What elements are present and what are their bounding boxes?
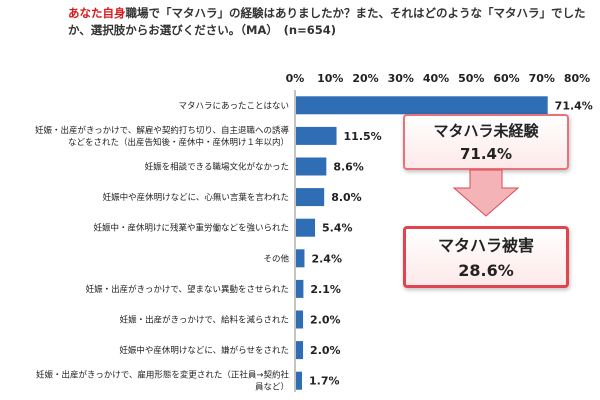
question-highlight: あなた自身 bbox=[68, 6, 126, 20]
bar bbox=[296, 279, 304, 298]
bar bbox=[296, 341, 304, 360]
x-tick-label: 40% bbox=[423, 72, 449, 85]
bar-value-label: 2.1% bbox=[310, 283, 341, 296]
bar bbox=[296, 310, 304, 329]
bar bbox=[296, 188, 325, 207]
bar-value-label: 8.0% bbox=[331, 191, 362, 204]
category-label: 妊娠・出産がきっかけで、雇用形態を変更された（正社員→契約社 bbox=[36, 370, 289, 381]
category-label: 妊娠中や産休明けなどに、嫌がらせをされた bbox=[119, 345, 289, 356]
category-label: 員など） bbox=[255, 382, 289, 393]
sample-size: (n=654) bbox=[283, 23, 336, 37]
category-label: 妊娠中・産休明けに残業や重労働などを強いられた bbox=[93, 223, 289, 234]
x-tick-label: 30% bbox=[388, 72, 414, 85]
x-tick-label: 70% bbox=[529, 72, 555, 85]
bar-value-label: 71.4% bbox=[555, 99, 593, 112]
category-label: などをされた（出産告知後・産休中・産休明け１年以内） bbox=[68, 137, 289, 148]
bar bbox=[296, 249, 305, 268]
bar bbox=[296, 126, 337, 145]
category-label: 妊娠・出産がきっかけで、給料を減らされた bbox=[120, 315, 289, 326]
harmed-callout: マタハラ被害 28.6% bbox=[403, 226, 569, 288]
x-tick-label: 50% bbox=[458, 72, 484, 85]
category-label: 妊娠・出産がきっかけで、解雇や契約打ち切り、自主退職への誘導 bbox=[35, 125, 289, 136]
x-tick-label: 60% bbox=[493, 72, 519, 85]
unexperienced-value: 71.4% bbox=[459, 145, 513, 163]
bar-value-label: 2.4% bbox=[311, 252, 342, 265]
category-label: 妊娠を相談できる職場文化がなかった bbox=[145, 162, 289, 173]
category-label: 妊娠・出産がきっかけで、望まない異動をさせられた bbox=[86, 284, 289, 295]
bar-value-label: 2.0% bbox=[310, 344, 341, 357]
bar-value-label: 11.5% bbox=[344, 130, 382, 143]
x-tick-label: 0% bbox=[286, 72, 305, 85]
question-body: 職場で「マタハラ」の経験はありましたか？また、それはどのような「マタハラ」でした… bbox=[68, 6, 586, 37]
unexperienced-callout: マタハラ未経験 71.4% bbox=[403, 114, 569, 170]
bar-value-label: 2.0% bbox=[310, 314, 341, 327]
category-label: 妊娠中や産休明けなどに、心無い言葉を言われた bbox=[103, 192, 289, 203]
bar-value-label: 5.4% bbox=[322, 222, 353, 235]
bar bbox=[296, 157, 327, 176]
category-label: マタハラにあったことはない bbox=[178, 101, 289, 111]
category-label: その他 bbox=[263, 253, 289, 264]
x-tick-label: 10% bbox=[317, 72, 343, 85]
bar bbox=[296, 218, 316, 237]
bar bbox=[296, 96, 548, 115]
bar-value-label: 1.7% bbox=[309, 375, 340, 388]
x-tick-label: 80% bbox=[564, 72, 590, 85]
unexperienced-title: マタハラ未経験 bbox=[433, 122, 539, 140]
bar bbox=[296, 371, 302, 390]
harmed-title: マタハラ被害 bbox=[437, 236, 534, 255]
x-tick-label: 20% bbox=[352, 72, 378, 85]
question-text: あなた自身職場で「マタハラ」の経験はありましたか？また、それはどのような「マタハ… bbox=[68, 5, 588, 39]
bar-value-label: 8.6% bbox=[333, 161, 364, 174]
harmed-value: 28.6% bbox=[458, 261, 514, 280]
